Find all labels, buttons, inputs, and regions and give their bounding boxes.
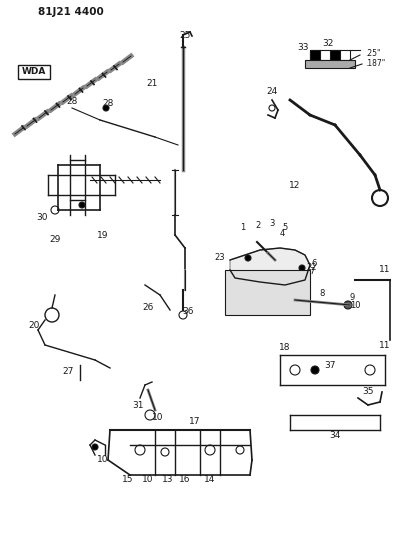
Text: 1: 1 [240,223,246,232]
Text: 9: 9 [349,294,355,303]
Circle shape [311,366,319,374]
Text: 31: 31 [132,400,144,409]
Circle shape [245,255,251,261]
Text: 23: 23 [215,253,225,262]
Bar [225,270,310,315]
Text: 81J21 4400: 81J21 4400 [38,7,104,17]
Text: 10: 10 [350,302,360,311]
Text: 7: 7 [309,268,315,277]
Circle shape [344,301,352,309]
Text: 17: 17 [189,417,201,426]
Text: 11: 11 [379,265,391,274]
Text: 3: 3 [269,220,275,229]
Text: .187": .187" [365,59,385,68]
Circle shape [92,444,98,450]
Circle shape [79,202,85,208]
Text: 32: 32 [322,39,334,49]
Bar [310,50,350,60]
Text: 12: 12 [289,181,300,190]
Text: 33: 33 [297,44,309,52]
Text: 19: 19 [97,230,109,239]
Circle shape [295,277,301,283]
Text: 4: 4 [279,230,285,238]
Text: 15: 15 [122,475,134,484]
Text: 26: 26 [142,303,154,312]
Text: 10: 10 [96,456,108,464]
Text: WDA: WDA [22,68,46,77]
Text: 14: 14 [204,475,216,484]
Text: 18: 18 [279,343,291,352]
Text: .25": .25" [365,49,380,58]
Text: 28: 28 [66,98,78,107]
Text: 28: 28 [102,100,114,109]
Bar [18,65,50,79]
Text: 5: 5 [282,223,288,232]
Bar [330,50,340,60]
Polygon shape [230,248,310,285]
Text: 30: 30 [36,214,48,222]
Circle shape [103,105,109,111]
Circle shape [299,265,305,271]
Text: 10: 10 [142,475,154,484]
Text: 13: 13 [162,475,174,484]
Text: 37: 37 [324,360,336,369]
Text: 20: 20 [29,320,40,329]
Text: 11: 11 [379,341,391,350]
Text: 25: 25 [179,30,191,39]
Text: 36: 36 [182,308,194,317]
Text: 22: 22 [307,263,317,272]
Text: 16: 16 [179,475,191,484]
Text: 8: 8 [319,288,325,297]
Bar [310,50,320,60]
Text: 6: 6 [311,259,317,268]
Text: 21: 21 [146,78,158,87]
Text: 29: 29 [49,236,60,245]
Text: 2: 2 [256,222,261,230]
Text: 10: 10 [152,413,164,422]
Bar [305,60,355,68]
Text: 24: 24 [266,87,278,96]
Text: 35: 35 [362,387,374,397]
Text: 34: 34 [329,431,341,440]
Text: 27: 27 [62,367,74,376]
